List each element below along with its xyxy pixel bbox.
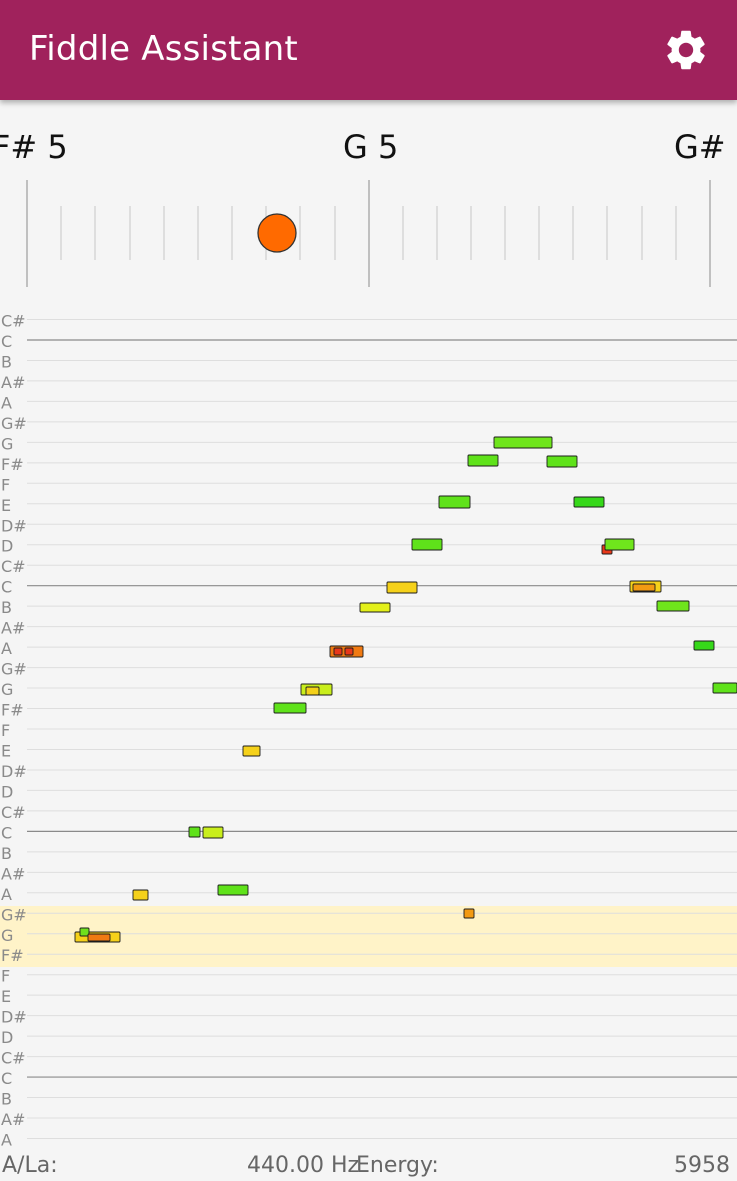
note-row-label: G: [1, 434, 13, 453]
tuner-scale: [26, 180, 711, 287]
note-row-label: G#: [1, 414, 27, 433]
note-row-label: C#: [1, 1049, 26, 1068]
note-labels: C#CBA#AG#GF#FED#DC#CBA#AG#GF#FED#DC#CBA#…: [1, 312, 27, 1150]
settings-button[interactable]: [662, 26, 710, 74]
detected-note-block: [656, 600, 690, 612]
detected-note-block: [79, 927, 90, 937]
note-row-label: E: [1, 496, 11, 515]
detected-note-block: [242, 745, 261, 757]
gear-icon: [667, 30, 705, 70]
note-row-label: A: [1, 885, 12, 904]
energy-value: 5958: [674, 1153, 730, 1178]
detected-note-block: [305, 686, 320, 696]
detected-note-block: [493, 436, 553, 449]
left-note-label: F# 5: [0, 128, 68, 166]
note-row-label: C: [1, 1069, 12, 1088]
note-row-label: D#: [1, 762, 27, 781]
note-row-label: A#: [1, 373, 25, 392]
note-roll: C# C B A# A G# G F# F E D# D C# C B A# A G# G F# F E D# D C# C B A#…: [0, 300, 737, 1150]
note-row-label: B: [1, 352, 12, 371]
note-row-label: A#: [1, 1110, 25, 1129]
note-row-label: B: [1, 844, 12, 863]
detected-note-block: [333, 647, 343, 656]
note-row-label: G: [1, 926, 13, 945]
right-note-label: G# 5: [674, 128, 737, 166]
detected-note-block: [344, 647, 354, 656]
note-row-label: F#: [1, 455, 24, 474]
center-note-label: G 5: [343, 128, 399, 166]
note-row-label: G#: [1, 660, 27, 679]
note-row-label: C: [1, 823, 12, 842]
note-row-label: E: [1, 741, 11, 760]
note-row-label: A#: [1, 619, 25, 638]
note-row-label: E: [1, 987, 11, 1006]
note-row-label: F#: [1, 946, 24, 965]
note-row-label: F: [1, 475, 10, 494]
frequency-value: 440.00 Hz: [247, 1153, 360, 1178]
detected-note-block: [386, 581, 418, 594]
detected-note-block: [188, 826, 201, 838]
note-row-label: D#: [1, 516, 27, 535]
detected-note-block: [202, 826, 224, 839]
detected-note-block: [573, 496, 605, 508]
app-bar: Fiddle Assistant: [0, 0, 737, 100]
note-row-label: A#: [1, 864, 25, 883]
note-row-label: F: [1, 721, 10, 740]
tuner-panel: F# 5 G 5 G# 5: [0, 100, 737, 295]
note-row-label: G: [1, 680, 13, 699]
detected-note-block: [463, 908, 475, 919]
tuner-ticks: [26, 180, 711, 287]
note-row-label: C: [1, 578, 12, 597]
detected-note-block: [467, 454, 499, 467]
detected-note-block: [359, 602, 391, 613]
energy-label: Energy:: [356, 1153, 439, 1178]
note-roll-canvas: C#CBA#AG#GF#FED#DC#CBA#AG#GF#FED#DC#CBA#…: [0, 312, 737, 1150]
note-row-label: D#: [1, 1008, 27, 1027]
note-row-label: C#: [1, 312, 26, 331]
note-row-label: D: [1, 782, 13, 801]
note-row-label: D: [1, 1028, 13, 1047]
detected-note-block: [438, 495, 471, 509]
note-row-label: B: [1, 598, 12, 617]
note-row-label: A: [1, 639, 12, 658]
detected-note-block: [632, 583, 656, 592]
detected-note-block: [87, 933, 111, 942]
pitch-indicator: [257, 213, 297, 253]
note-row-label: F: [1, 967, 10, 986]
current-note-highlight: [0, 906, 737, 967]
detected-note-block: [712, 682, 737, 694]
detected-note-block: [217, 884, 249, 896]
detected-note-block: [132, 889, 149, 901]
note-row-label: B: [1, 1090, 12, 1109]
note-row-label: C#: [1, 557, 26, 576]
note-row-label: A: [1, 393, 12, 412]
note-row-label: F#: [1, 701, 24, 720]
status-footer: A/La: 440.00 Hz Energy: 5958: [0, 1150, 737, 1181]
detected-note-block: [546, 455, 578, 468]
note-row-label: G#: [1, 905, 27, 924]
detected-note-block: [273, 702, 307, 714]
app-title: Fiddle Assistant: [29, 29, 298, 69]
a-la-label: A/La:: [2, 1153, 58, 1178]
note-row-label: C#: [1, 803, 26, 822]
note-row-label: A: [1, 1131, 12, 1150]
note-row-label: C: [1, 332, 12, 351]
detected-note-block: [693, 640, 715, 651]
note-blocks: [74, 436, 737, 943]
detected-note-block: [411, 538, 443, 551]
detected-note-block: [604, 538, 635, 551]
staff-lines: [27, 319, 737, 1139]
note-row-label: D: [1, 537, 13, 556]
